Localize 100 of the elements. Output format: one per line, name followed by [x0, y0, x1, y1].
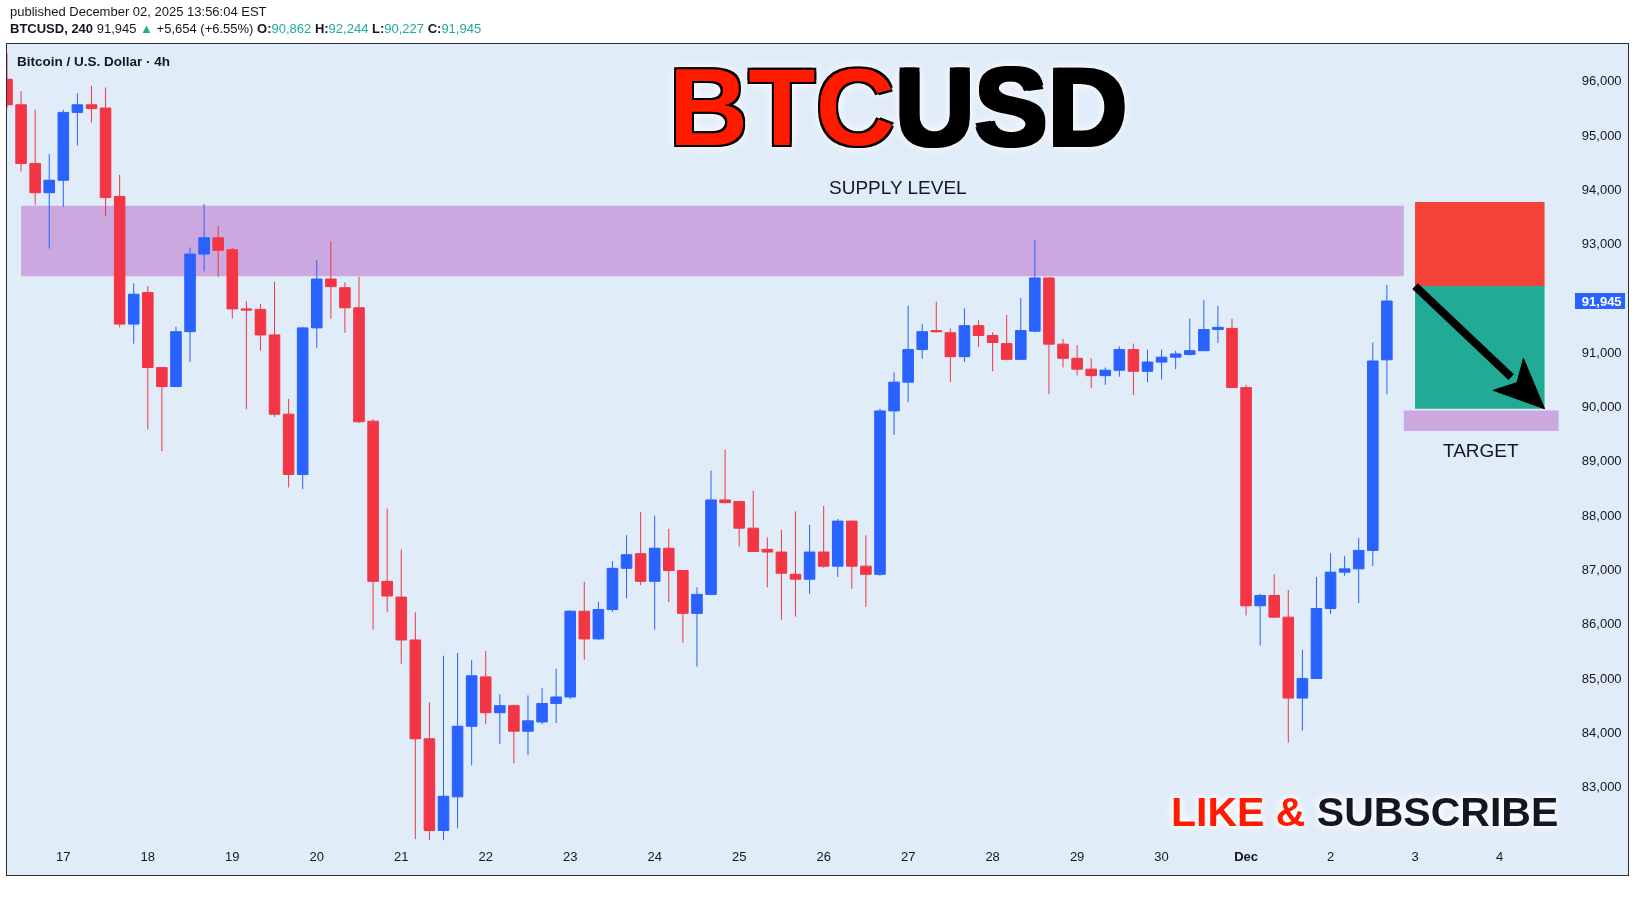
candlestick	[212, 225, 224, 278]
candlestick	[789, 510, 802, 618]
candlestick	[296, 326, 309, 490]
candlestick	[620, 534, 633, 599]
x-tick-label: 27	[900, 849, 916, 864]
candlestick	[1381, 284, 1393, 395]
candlestick	[677, 569, 689, 644]
band-label: TARGET	[1443, 440, 1520, 461]
candlestick	[972, 319, 985, 348]
candlestick	[1226, 318, 1238, 389]
x-tick-label: 23	[562, 849, 578, 864]
candlestick	[479, 650, 492, 725]
x-tick-label: 29	[1069, 849, 1085, 864]
chart-title: BTCUSD	[668, 44, 1128, 168]
candlestick	[1085, 357, 1097, 389]
candlestick	[240, 300, 253, 410]
candlestick	[1212, 305, 1224, 344]
candlestick	[226, 247, 239, 320]
candlestick	[142, 285, 154, 430]
candlestick	[156, 366, 168, 452]
candlestick	[578, 581, 591, 661]
text: Bitcoin / U.S. Dollar · 4h	[17, 54, 171, 69]
x-tick-label: 4	[1495, 849, 1504, 864]
y-tick-label: 96,000	[1581, 73, 1622, 89]
candlestick	[1254, 593, 1266, 646]
candlestick	[1057, 338, 1069, 368]
y-tick-label: 91,000	[1581, 344, 1622, 360]
candlestick	[1000, 314, 1013, 361]
candlestick	[874, 408, 886, 577]
candlestick	[930, 301, 943, 334]
candlestick	[1240, 384, 1252, 617]
candlestick	[1183, 318, 1196, 355]
candlestick	[367, 418, 379, 631]
candlestick	[395, 548, 408, 665]
candlestick	[184, 247, 196, 363]
candlestick	[494, 693, 506, 745]
candlestick	[508, 704, 520, 764]
candlestick	[1296, 649, 1309, 732]
y-tick-label: 89,000	[1581, 453, 1622, 469]
x-tick-label: 22	[478, 849, 493, 864]
candlestick	[57, 109, 70, 208]
candlestick	[1141, 349, 1154, 383]
y-tick-label: 94,000	[1581, 182, 1622, 198]
candlestick	[15, 90, 27, 173]
candlestick	[85, 85, 98, 124]
candlestick	[1071, 344, 1083, 377]
y-tick-label: 87,000	[1581, 561, 1622, 577]
candlestick	[437, 655, 450, 841]
candlestick	[846, 520, 858, 590]
x-tick-label: 28	[985, 849, 1000, 864]
candlestick	[1127, 343, 1140, 396]
y-tick-label: 84,000	[1581, 724, 1622, 740]
x-tick-label: 24	[647, 849, 662, 864]
band-label: SUPPLY LEVEL	[829, 177, 967, 198]
annotation: LIKE & SUBSCRIBE	[1171, 789, 1559, 835]
candlestick	[198, 203, 210, 272]
candlestick	[339, 281, 351, 334]
x-tick-label: 25	[731, 849, 747, 864]
x-tick-label: 21	[394, 849, 409, 864]
x-tick-label: 2	[1326, 849, 1335, 864]
candlestick	[536, 687, 548, 725]
candlestick	[916, 323, 928, 360]
candlestick	[381, 508, 393, 613]
candlestick	[1268, 573, 1281, 619]
y-tick-label: 95,000	[1581, 127, 1622, 143]
candlestick	[43, 153, 56, 250]
candlestick	[1352, 537, 1365, 604]
candlestick	[254, 303, 267, 352]
candlestick	[1155, 349, 1168, 380]
y-tick-label: 86,000	[1581, 616, 1622, 632]
candlestick	[775, 529, 788, 621]
candlestick	[29, 109, 41, 206]
candlestick	[170, 326, 182, 388]
candlestick	[1198, 299, 1210, 352]
candlestick	[705, 470, 717, 596]
candlestick	[1324, 552, 1337, 615]
candlestick	[550, 668, 562, 724]
candlestick	[944, 327, 957, 383]
candlestick	[831, 518, 844, 578]
candlestick	[1338, 555, 1351, 577]
candlestick	[1043, 276, 1055, 395]
candlestick	[1029, 239, 1041, 333]
text: published December 02, 2025 13:56:04 EST	[10, 4, 267, 19]
candlestick	[663, 528, 675, 603]
candlestick	[71, 92, 84, 146]
candlestick	[409, 611, 422, 840]
candlestick	[592, 601, 605, 641]
candlestick	[127, 282, 140, 345]
candlestick	[1015, 297, 1027, 361]
y-tick-label: 90,000	[1581, 399, 1622, 415]
candlestick	[1099, 367, 1112, 386]
x-tick-label: 20	[309, 849, 324, 864]
candlestick	[888, 371, 900, 436]
candlestick	[325, 240, 337, 320]
y-tick-label: 93,000	[1581, 236, 1622, 252]
candlestick	[310, 259, 323, 349]
y-tick-label: 88,000	[1581, 507, 1622, 523]
candlestick	[522, 694, 534, 756]
candlestick	[648, 515, 661, 631]
candlestick	[113, 174, 126, 328]
